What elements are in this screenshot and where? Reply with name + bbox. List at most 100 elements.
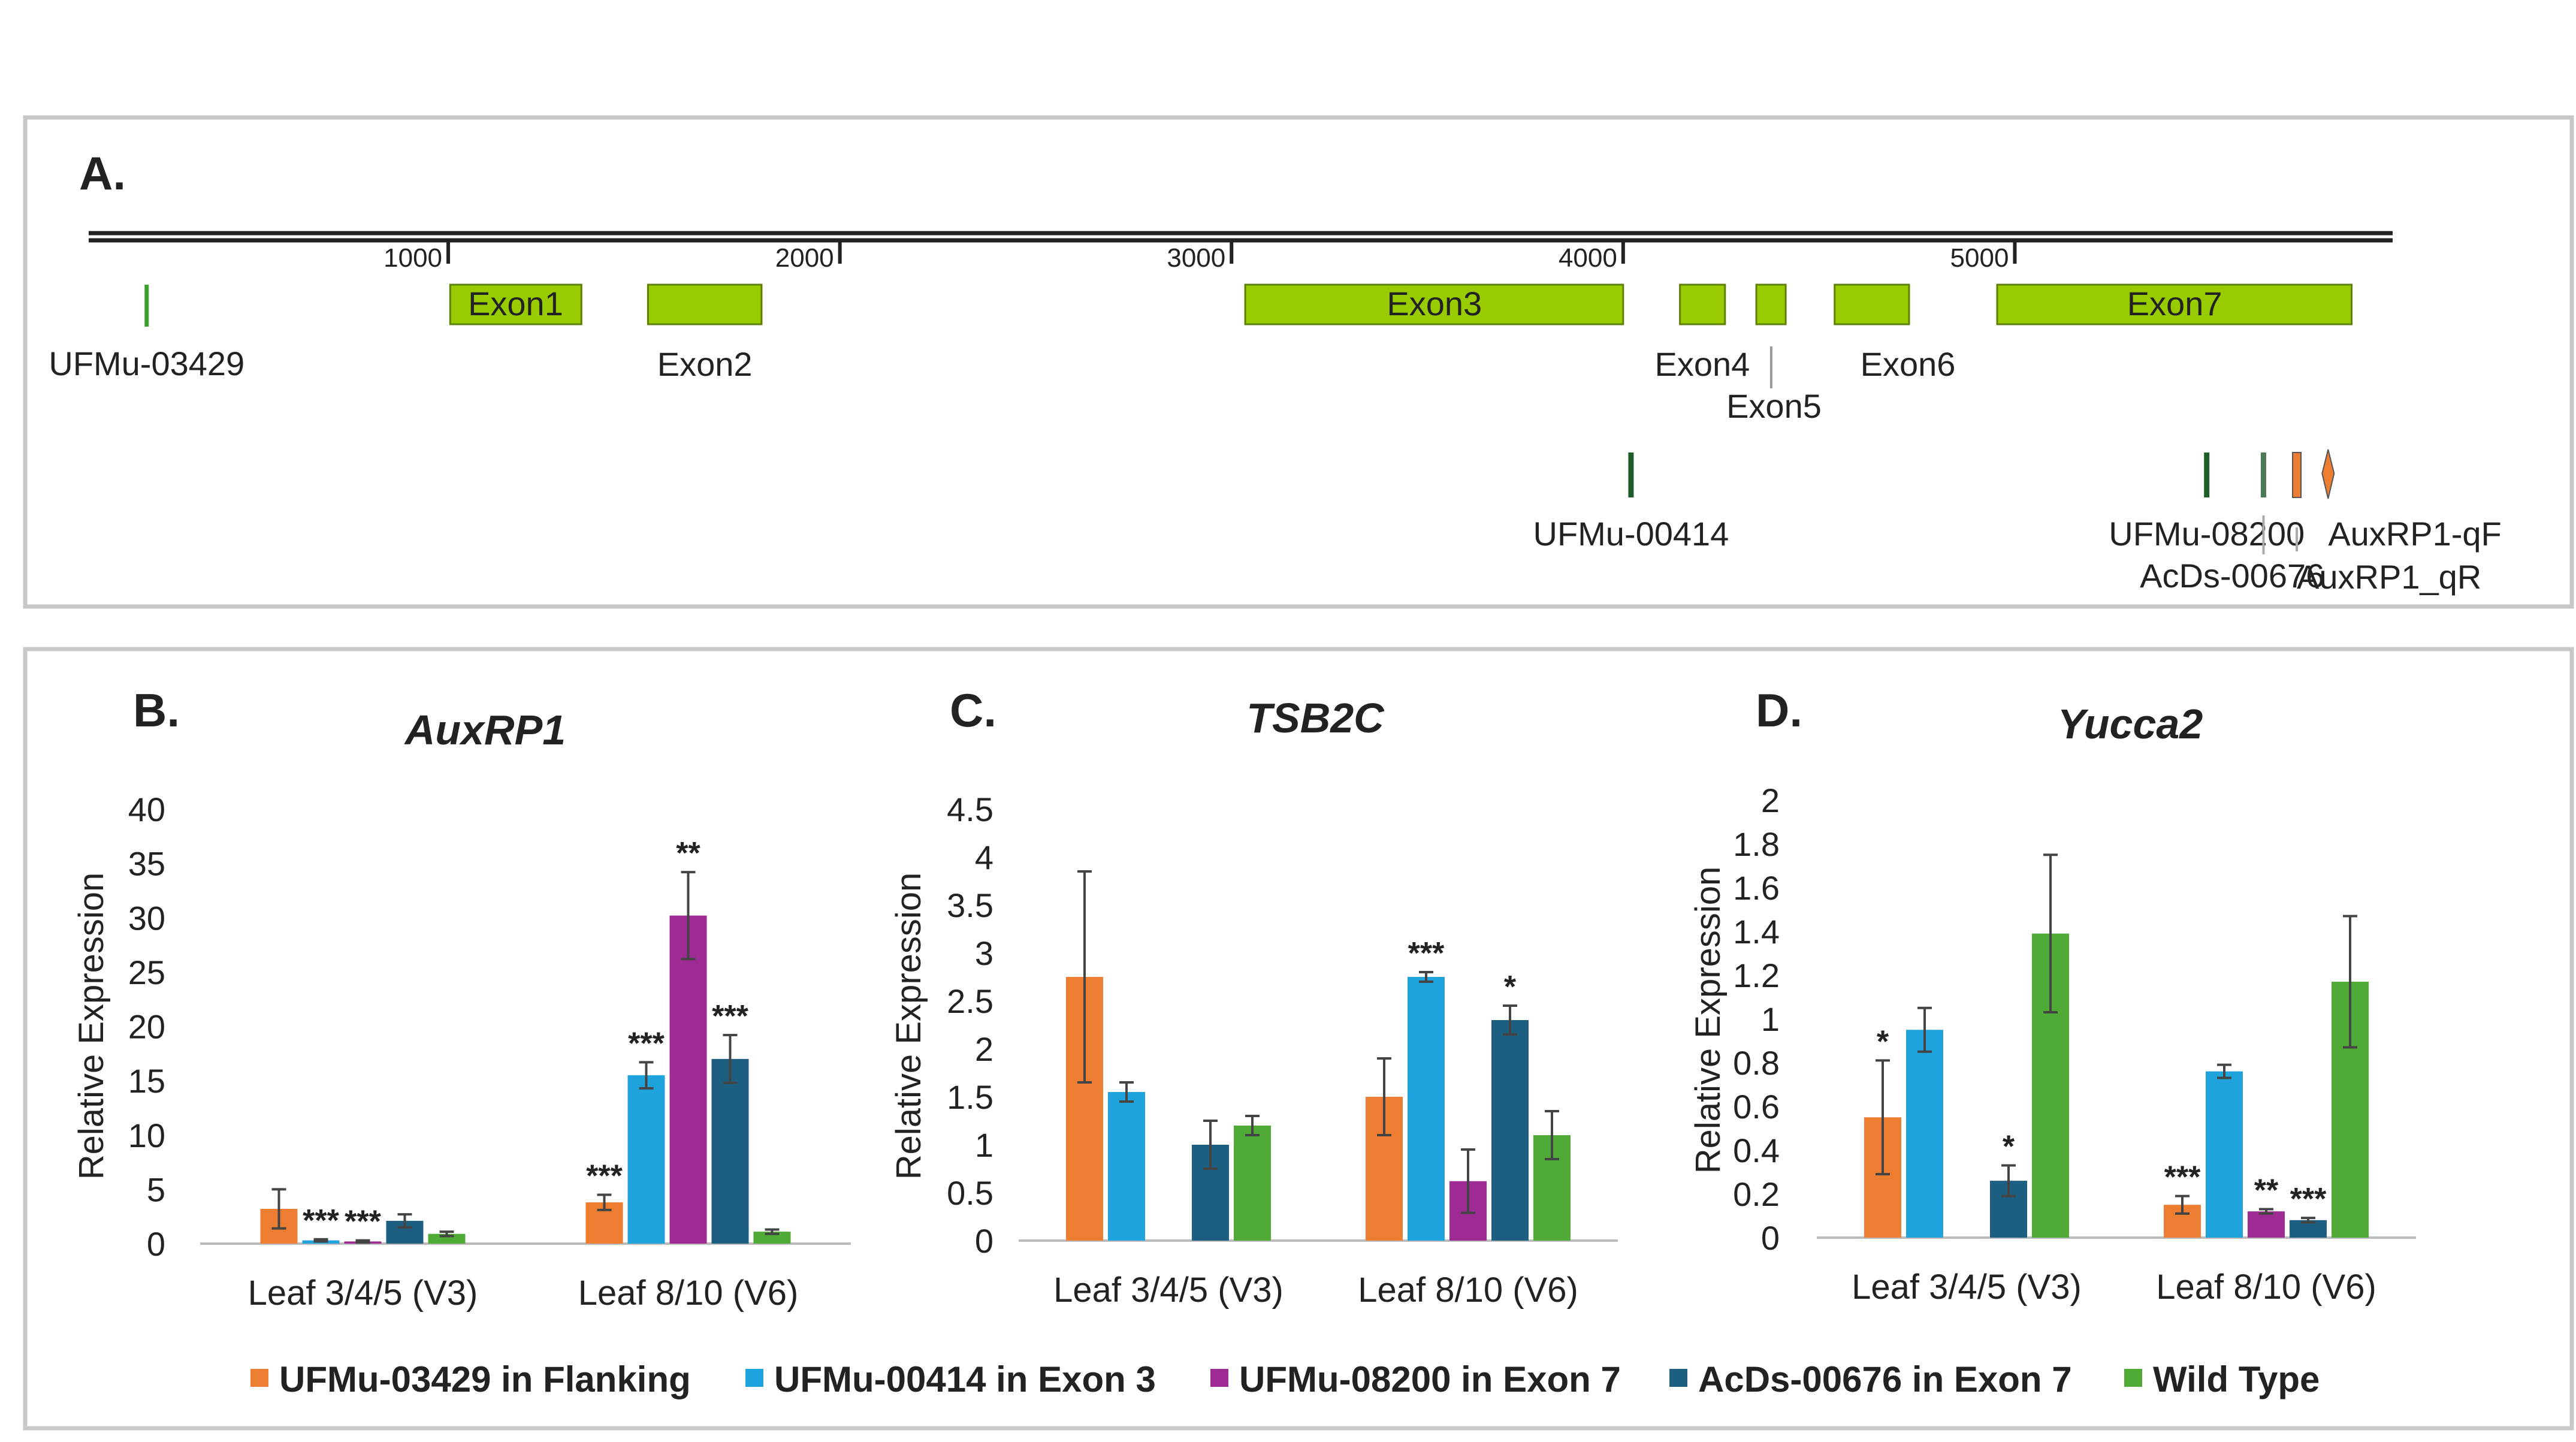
legend-item: UFMu-03429 in Flanking xyxy=(250,1359,691,1399)
y-tick-label: 10 xyxy=(128,1117,165,1154)
bar xyxy=(711,1058,749,1244)
significance-label: ** xyxy=(676,836,700,871)
ruler-tick-label: 2000 xyxy=(775,243,834,273)
legend-item: UFMu-00414 in Exon 3 xyxy=(745,1359,1156,1399)
legend-label: AcDs-00676 in Exon 7 xyxy=(1698,1359,2072,1399)
chart-AuxRP1: B. AuxRP1 Relative Expression 0 5 10 15 20 25 30 3… xyxy=(72,684,851,1313)
x-category-label: Leaf 3/4/5 (V3) xyxy=(1053,1271,1284,1310)
legend-label: Wild Type xyxy=(2153,1359,2320,1399)
exon-box xyxy=(1834,283,1910,325)
legend-label: UFMu-03429 in Flanking xyxy=(279,1359,691,1399)
y-axis-label: Relative Expression xyxy=(1689,867,1728,1174)
chart-title: AuxRP1 xyxy=(404,707,566,753)
exon-box xyxy=(1244,283,1624,325)
y-tick-label: 0 xyxy=(147,1225,165,1263)
y-tick-label: 0.5 xyxy=(947,1174,993,1212)
significance-label: *** xyxy=(586,1159,623,1193)
legend-swatch xyxy=(2124,1369,2142,1387)
exon-label: Exon6 xyxy=(1861,345,1956,383)
bar xyxy=(669,915,707,1244)
gene-model: 1000 2000 3000 4000 5000 Exon1 Exon3 Exon7 Exon2… xyxy=(49,231,2502,596)
chart-title: Yucca2 xyxy=(2058,701,2203,747)
y-tick-label: 3 xyxy=(975,934,993,972)
y-tick-label: 2 xyxy=(975,1030,993,1068)
y-tick-label: 1 xyxy=(975,1126,993,1164)
significance-label: *** xyxy=(712,999,748,1034)
y-axis-label: Relative Expression xyxy=(72,873,111,1180)
primer-forward xyxy=(2292,452,2302,498)
chart-TSB2C: C. TSB2C Relative Expression 0 0.5 1 1.5 2 2.5 3 3… xyxy=(889,684,1618,1310)
significance-label: * xyxy=(1504,970,1517,1004)
significance-label: *** xyxy=(628,1026,665,1061)
y-tick-label: 1.5 xyxy=(947,1078,993,1116)
y-tick-label: 1 xyxy=(1761,1000,1780,1038)
insertion-label: UFMu-00414 xyxy=(1533,515,1729,553)
significance-label: *** xyxy=(2164,1160,2201,1195)
bar xyxy=(2206,1071,2243,1238)
exon-label: Exon5 xyxy=(1726,387,1822,425)
insertion-label: UFMu-03429 xyxy=(49,345,244,382)
y-tick-label: 0.2 xyxy=(1733,1175,1780,1213)
legend-label: UFMu-00414 in Exon 3 xyxy=(774,1359,1156,1399)
y-tick-label: 1.8 xyxy=(1733,825,1780,863)
bar xyxy=(1234,1126,1271,1241)
legend: UFMu-03429 in Flanking UFMu-00414 in Exon… xyxy=(250,1359,2320,1399)
y-axis-label: Relative Expression xyxy=(889,873,928,1180)
x-category-label: Leaf 3/4/5 (V3) xyxy=(1852,1268,2082,1307)
bar xyxy=(428,1233,466,1244)
y-tick-label: 2 xyxy=(1761,782,1780,819)
bar xyxy=(1906,1030,1943,1238)
legend-swatch xyxy=(250,1369,268,1387)
exon-box xyxy=(647,283,763,325)
y-tick-label: 40 xyxy=(128,791,165,828)
significance-label: *** xyxy=(2290,1182,2327,1217)
significance-label: * xyxy=(2003,1130,2015,1165)
chart-Yucca2: D. Yucca2 Relative Expression 0 0.2 0.4 0.6 0.8… xyxy=(1689,684,2416,1307)
panel-a-frame xyxy=(23,115,2574,609)
ruler-tick-label: 5000 xyxy=(1950,243,2009,273)
exon-box xyxy=(1679,283,1726,325)
exon-label: Exon2 xyxy=(657,345,753,383)
x-category-label: Leaf 3/4/5 (V3) xyxy=(248,1274,478,1313)
exon-box xyxy=(449,283,582,325)
y-tick-label: 0.8 xyxy=(1733,1044,1780,1082)
insertion-label: UFMu-08200 xyxy=(2109,515,2305,553)
legend-item: Wild Type xyxy=(2124,1359,2320,1399)
significance-label: * xyxy=(1877,1024,1889,1059)
bar xyxy=(1408,977,1445,1241)
ruler-tick-label: 1000 xyxy=(383,243,442,273)
y-tick-label: 35 xyxy=(128,845,165,883)
primer-label: AuxRP1-qF xyxy=(2328,515,2501,553)
exon-box xyxy=(1996,283,2353,325)
y-tick-label: 0.6 xyxy=(1733,1088,1780,1126)
panel-bcd-frame xyxy=(23,647,2574,1431)
panel-a-label: A. xyxy=(79,147,126,200)
y-tick-label: 2.5 xyxy=(947,982,993,1020)
significance-label: ** xyxy=(2254,1173,2279,1208)
y-tick-label: 25 xyxy=(128,954,165,991)
y-tick-label: 4 xyxy=(975,838,993,876)
panel-label: C. xyxy=(950,684,996,737)
primer-label: AuxRP1_qR xyxy=(2297,558,2481,596)
significance-label: *** xyxy=(345,1205,381,1239)
exon-box xyxy=(1755,283,1787,325)
panel-label: D. xyxy=(1756,684,1802,737)
y-tick-label: 1.2 xyxy=(1733,957,1780,994)
legend-item: UFMu-08200 in Exon 7 xyxy=(1210,1359,1621,1399)
exon-label: Exon7 xyxy=(2127,285,2222,322)
bar xyxy=(1491,1020,1529,1241)
chart-title: TSB2C xyxy=(1246,695,1385,741)
bar xyxy=(753,1232,791,1244)
bar xyxy=(2248,1211,2285,1238)
exon-label: Exon4 xyxy=(1654,345,1750,383)
y-tick-label: 1.6 xyxy=(1733,869,1780,907)
ruler-tick-label: 3000 xyxy=(1167,243,1225,273)
primer-reverse xyxy=(2321,449,2335,499)
y-tick-label: 0 xyxy=(975,1222,993,1260)
legend-swatch xyxy=(745,1369,763,1387)
y-tick-label: 0.4 xyxy=(1733,1132,1780,1169)
y-tick-label: 20 xyxy=(128,1008,165,1046)
significance-label: *** xyxy=(1408,936,1445,971)
